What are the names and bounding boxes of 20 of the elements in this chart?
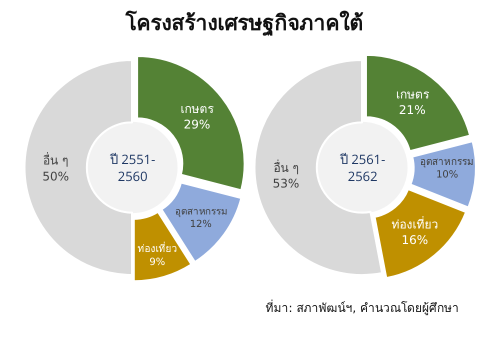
slice-label: ท่องเที่ยว [391,216,438,232]
data-label: 10% [436,170,458,181]
data-label: 9% [149,257,166,268]
slice-label: อื่น ๆ [43,152,68,168]
data-label: 12% [190,219,212,230]
data-label: 29% [184,118,210,132]
slice-label: ท่องเที่ยว [137,241,178,256]
text: ที่มา: สภาพัฒน์ฯ, คำนวณโดยผู้ศึกษา [266,298,459,317]
slice-label: อื่น ๆ [274,158,298,175]
slice-label: อุตสาหกรรม [420,156,474,168]
slice-label: เกษตร [396,87,430,102]
data-label: 50% [42,169,69,184]
chart-title: โครงสร้างเศรษฐกิจภาคใต้ [124,10,364,38]
slice-label: อุตสาหกรรม [174,206,227,218]
text: ปี 2551- 2560 [109,150,156,185]
data-label: 53% [272,176,300,190]
data-label: 21% [398,102,426,117]
data-label: 16% [401,233,428,248]
slice-label: เกษตร [180,102,214,116]
text: ปี 2561- 2562 [339,150,386,185]
